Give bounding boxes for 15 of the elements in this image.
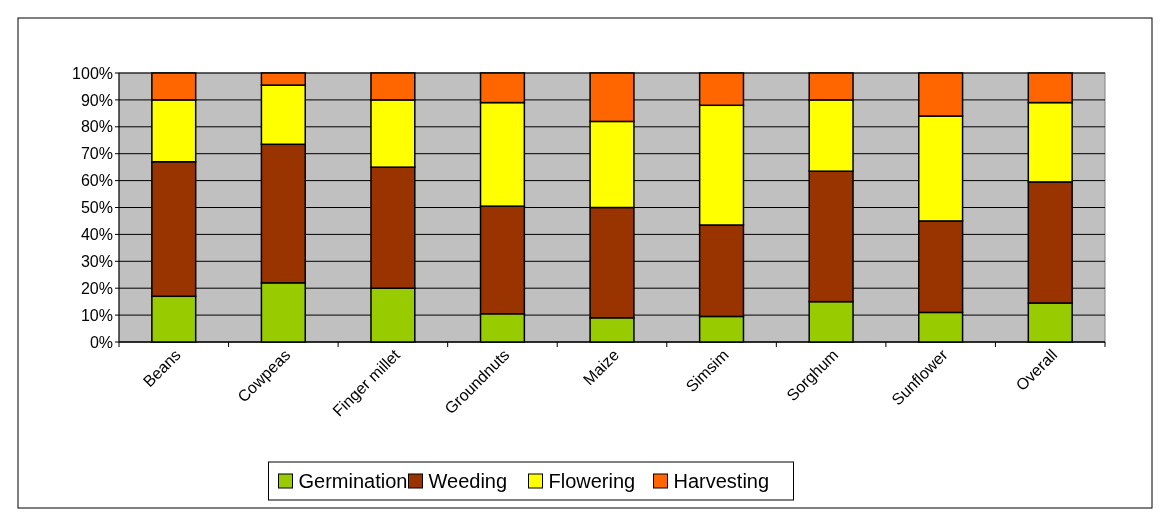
y-tick-label: 50%	[80, 199, 113, 217]
y-tick-label: 60%	[80, 172, 113, 190]
y-tick-label: 0%	[89, 333, 113, 351]
y-tick-label: 100%	[72, 64, 113, 82]
y-tick-label: 90%	[80, 91, 113, 109]
y-tick-label: 20%	[80, 279, 113, 297]
legend-label: Weeding	[428, 470, 508, 492]
legend-label: Flowering	[548, 470, 636, 492]
y-tick-label: 80%	[80, 118, 113, 136]
y-tick-label: 70%	[80, 145, 113, 163]
y-tick-label: 10%	[80, 306, 113, 324]
legend-label: Harvesting	[673, 470, 770, 492]
y-tick-label: 40%	[80, 226, 113, 243]
y-tick-label: 30%	[80, 252, 113, 270]
legend-label: Germination	[298, 470, 408, 492]
